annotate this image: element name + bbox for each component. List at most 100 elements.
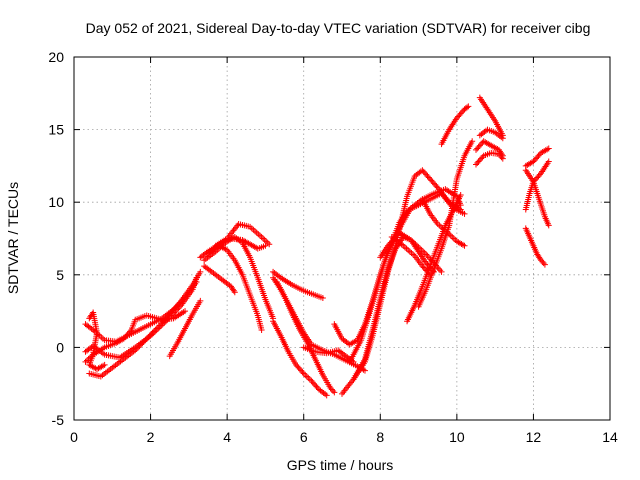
data-point xyxy=(415,248,429,265)
data-point xyxy=(495,146,505,158)
data-point xyxy=(323,392,330,399)
data-point xyxy=(446,178,460,229)
data-point xyxy=(300,287,317,298)
data-point xyxy=(522,159,535,169)
data-point xyxy=(461,242,468,249)
data-point xyxy=(545,158,552,165)
series-arc25 xyxy=(419,196,468,249)
data-point xyxy=(170,309,187,322)
data-point xyxy=(258,234,271,246)
data-point xyxy=(189,270,203,288)
data-point xyxy=(530,178,540,195)
data-point xyxy=(427,244,440,270)
data-point xyxy=(465,103,472,110)
data-point xyxy=(113,336,126,347)
data-point xyxy=(339,377,356,397)
data-point xyxy=(453,107,467,121)
data-point xyxy=(109,357,126,371)
series-arc17 xyxy=(331,186,464,348)
plot-frame xyxy=(73,56,611,421)
y-tick-label: 15 xyxy=(48,122,64,138)
data-point xyxy=(381,241,395,267)
data-point xyxy=(438,268,445,275)
series-arc28 xyxy=(476,126,506,142)
series-arc15 xyxy=(270,318,330,399)
data-point xyxy=(239,239,253,259)
data-point xyxy=(201,249,218,264)
data-point xyxy=(120,348,137,363)
data-point xyxy=(220,277,233,289)
series-arc5 xyxy=(86,309,108,373)
data-point xyxy=(473,139,486,153)
data-point xyxy=(270,268,283,280)
data-point xyxy=(93,362,107,373)
data-point xyxy=(538,257,547,267)
series-arc12 xyxy=(270,268,326,302)
data-point xyxy=(446,116,459,133)
data-point xyxy=(205,243,221,257)
data-point xyxy=(522,225,532,239)
data-point xyxy=(277,274,294,287)
data-point xyxy=(216,242,229,253)
data-point xyxy=(377,271,391,307)
data-point xyxy=(178,283,195,304)
data-point xyxy=(285,348,298,366)
data-point xyxy=(101,361,108,368)
data-point xyxy=(231,289,238,296)
data-point xyxy=(438,128,452,148)
data-point xyxy=(499,152,506,159)
data-point xyxy=(411,252,425,268)
data-point xyxy=(316,386,329,398)
data-point xyxy=(480,150,493,159)
data-point xyxy=(545,222,552,229)
data-point xyxy=(254,274,268,301)
data-point xyxy=(488,142,501,153)
data-point xyxy=(526,234,536,248)
data-point xyxy=(270,318,283,337)
data-point xyxy=(277,332,291,353)
y-tick-label: 5 xyxy=(56,267,64,283)
data-point xyxy=(358,314,372,344)
data-point xyxy=(312,292,324,301)
data-point xyxy=(143,312,164,323)
data-point xyxy=(90,329,100,356)
data-point xyxy=(484,106,498,123)
series-arc30 xyxy=(473,138,506,159)
y-tick-label: 0 xyxy=(56,339,64,355)
data-point xyxy=(174,327,188,347)
data-point xyxy=(293,315,306,335)
data-point xyxy=(377,244,390,261)
data-point xyxy=(120,328,134,342)
data-point xyxy=(270,274,283,291)
x-tick-label: 0 xyxy=(70,429,78,445)
data-point xyxy=(231,257,245,276)
data-point xyxy=(369,297,383,333)
data-point xyxy=(143,325,160,342)
data-point xyxy=(396,229,413,242)
data-point xyxy=(277,286,291,306)
data-point xyxy=(538,160,551,177)
data-point xyxy=(492,117,505,137)
data-point xyxy=(361,334,376,365)
data-point xyxy=(136,322,152,333)
data-point xyxy=(461,210,468,217)
data-point xyxy=(197,268,204,275)
data-point xyxy=(339,335,352,347)
data-point xyxy=(361,367,368,374)
data-point xyxy=(82,321,95,332)
data-point xyxy=(87,351,97,366)
data-point xyxy=(419,196,433,216)
data-point xyxy=(86,311,96,322)
data-point xyxy=(538,202,548,218)
data-point xyxy=(247,292,261,317)
series-arc3 xyxy=(86,268,204,380)
data-point xyxy=(373,262,387,293)
data-point xyxy=(293,361,306,376)
data-point xyxy=(116,345,137,361)
series-arc23 xyxy=(404,191,464,325)
data-point xyxy=(434,220,451,236)
data-point xyxy=(530,151,543,165)
data-point xyxy=(522,167,536,184)
data-point xyxy=(545,145,552,152)
